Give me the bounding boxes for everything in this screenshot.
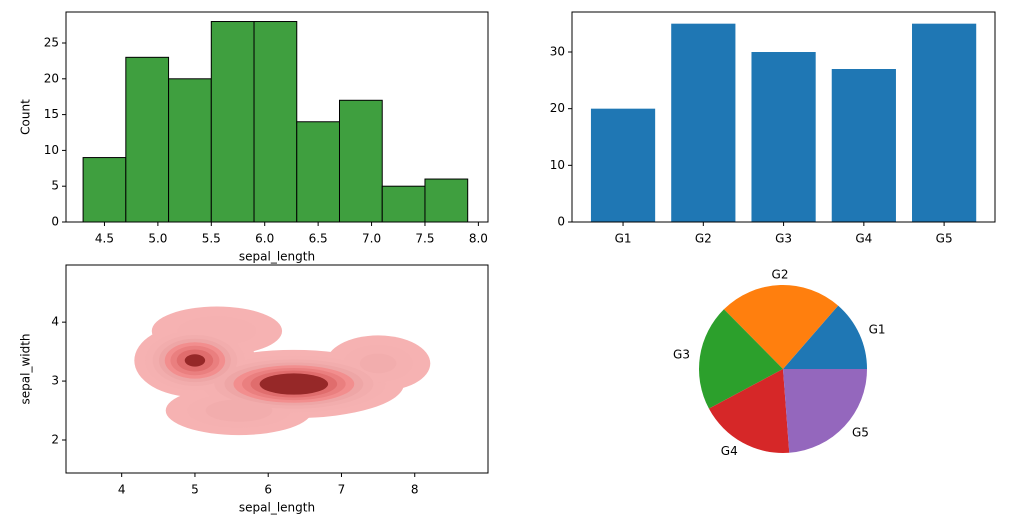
x-tick-label: G1 bbox=[615, 232, 632, 246]
x-tick-label: 6 bbox=[264, 483, 272, 497]
pie-label: G5 bbox=[852, 425, 869, 439]
x-tick-label: 7.5 bbox=[415, 232, 434, 246]
kde-contour bbox=[359, 353, 397, 374]
histogram-bar bbox=[338, 99, 383, 223]
y-tick-label: 3 bbox=[51, 374, 59, 388]
histogram-bar bbox=[82, 157, 127, 223]
pie-label: G4 bbox=[721, 444, 738, 458]
x-tick-label: 4.5 bbox=[95, 232, 114, 246]
pie-slice bbox=[783, 305, 867, 369]
bar bbox=[751, 52, 816, 222]
y-tick-label: 10 bbox=[44, 143, 59, 157]
x-tick-label: 8 bbox=[411, 483, 419, 497]
pie-slice bbox=[699, 309, 783, 409]
y-tick-label: 30 bbox=[550, 45, 565, 59]
bar bbox=[671, 23, 736, 223]
x-tick-label: 6.0 bbox=[255, 232, 274, 246]
x-tick-label: G3 bbox=[775, 232, 792, 246]
kde-level bbox=[270, 376, 318, 392]
y-tick-label: 15 bbox=[44, 107, 59, 121]
x-tick-label: 6.5 bbox=[309, 232, 328, 246]
pie-slice bbox=[783, 369, 867, 453]
histogram-bar bbox=[168, 78, 212, 223]
bar bbox=[912, 23, 977, 223]
axes-frame bbox=[65, 11, 489, 223]
bar bbox=[831, 69, 896, 223]
histogram-bar bbox=[381, 185, 426, 223]
pie-label: G1 bbox=[869, 323, 886, 337]
y-tick-label: 0 bbox=[51, 215, 59, 229]
histogram-bar bbox=[253, 21, 298, 223]
y-tick-label: 10 bbox=[550, 158, 565, 172]
y-tick-label: 20 bbox=[44, 71, 59, 85]
y-tick-label: 0 bbox=[557, 215, 565, 229]
histogram-bar bbox=[210, 21, 255, 223]
histogram-bar bbox=[125, 56, 170, 223]
axes-frame bbox=[65, 264, 489, 474]
x-tick-label: 4 bbox=[118, 483, 126, 497]
y-tick-label: 5 bbox=[51, 179, 59, 193]
y-tick-label: 20 bbox=[550, 101, 565, 115]
pie-label: G3 bbox=[673, 347, 690, 361]
y-tick-label: 4 bbox=[51, 315, 59, 329]
pie-slice bbox=[723, 285, 839, 369]
pie-label: G2 bbox=[772, 267, 789, 281]
histogram-bar bbox=[424, 178, 469, 223]
x-axis-label: sepal_length bbox=[239, 501, 315, 515]
y-axis-label: sepal_width bbox=[19, 333, 33, 404]
kde-contour bbox=[205, 399, 273, 422]
x-tick-label: G5 bbox=[936, 232, 953, 246]
x-tick-label: 7 bbox=[338, 483, 346, 497]
histogram-bar bbox=[296, 121, 340, 223]
x-tick-label: 5.0 bbox=[148, 232, 167, 246]
x-tick-label: G4 bbox=[855, 232, 872, 246]
x-tick-label: 5 bbox=[191, 483, 199, 497]
kde-contour bbox=[184, 354, 206, 367]
pie-slice bbox=[708, 369, 790, 453]
kde-contour bbox=[270, 376, 318, 392]
bar bbox=[590, 108, 656, 222]
y-tick-label: 2 bbox=[51, 433, 59, 447]
x-tick-label: 7.0 bbox=[362, 232, 381, 246]
axes-frame bbox=[571, 11, 996, 223]
x-axis-label: sepal_length bbox=[239, 250, 315, 264]
y-axis-label: Count bbox=[19, 99, 33, 135]
x-tick-label: G2 bbox=[695, 232, 712, 246]
x-tick-label: 5.5 bbox=[202, 232, 221, 246]
y-tick-label: 25 bbox=[44, 36, 59, 50]
x-tick-label: 8.0 bbox=[469, 232, 488, 246]
